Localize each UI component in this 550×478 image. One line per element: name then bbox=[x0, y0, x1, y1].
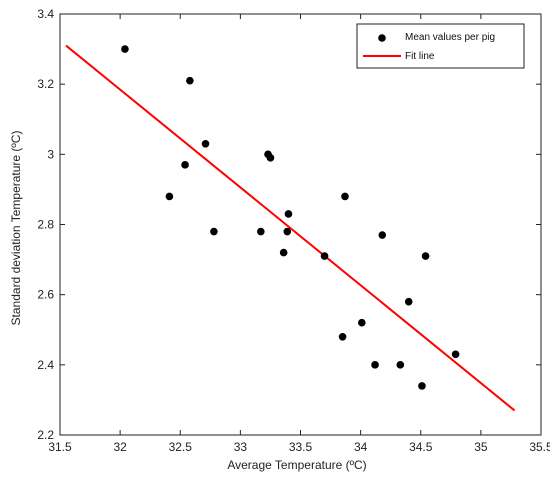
data-point bbox=[257, 227, 265, 236]
data-point bbox=[451, 350, 460, 359]
data-point bbox=[279, 248, 288, 257]
data-point bbox=[320, 252, 329, 260]
x-tick-label: 33 bbox=[234, 440, 248, 454]
legend-marker-points bbox=[378, 34, 386, 42]
x-tick-label: 35 bbox=[474, 440, 488, 454]
y-tick-label: 2.4 bbox=[37, 358, 54, 372]
legend: Mean values per pig Fit line bbox=[356, 23, 525, 69]
x-tick-label: 32 bbox=[113, 440, 127, 454]
x-axis-label: Average Temperature (ºC) bbox=[227, 458, 366, 472]
data-point bbox=[404, 297, 413, 306]
legend-box bbox=[356, 23, 525, 69]
data-point bbox=[181, 161, 189, 169]
data-point bbox=[283, 227, 292, 236]
data-point bbox=[210, 227, 218, 236]
data-point bbox=[201, 140, 210, 148]
data-point bbox=[266, 154, 275, 162]
x-tick-label: 31.5 bbox=[48, 440, 72, 454]
x-tick-label: 33.5 bbox=[289, 440, 313, 454]
data-point bbox=[284, 210, 293, 218]
data-point bbox=[418, 382, 426, 390]
data-point bbox=[121, 45, 129, 53]
data-point bbox=[186, 76, 194, 85]
y-tick-label: 3.4 bbox=[37, 7, 54, 21]
data-point bbox=[165, 192, 174, 201]
data-point bbox=[396, 361, 405, 369]
legend-label: Mean values per pig bbox=[405, 32, 495, 43]
y-tick-label: 2.8 bbox=[37, 218, 54, 232]
y-tick-label: 2.6 bbox=[37, 288, 54, 302]
legend-label: Fit line bbox=[405, 51, 435, 62]
data-point bbox=[371, 361, 379, 369]
x-tick-label: 35.5 bbox=[529, 440, 550, 454]
fit-line bbox=[65, 44, 516, 412]
y-tick-label: 3 bbox=[47, 147, 54, 161]
data-point bbox=[378, 231, 387, 239]
axes: 31.5 32 32.5 33 33.5 34 34.5 35 35.5 2.2 2.4 2.6 2.8… bbox=[37, 7, 550, 454]
x-tick-label: 32.5 bbox=[169, 440, 193, 454]
x-tick-label: 34.5 bbox=[409, 440, 433, 454]
data-point bbox=[358, 318, 366, 327]
plot-area bbox=[65, 44, 516, 412]
y-tick-label: 2.2 bbox=[37, 428, 54, 442]
data-point bbox=[341, 192, 349, 201]
data-point bbox=[421, 252, 430, 260]
y-axis-label: Standard deviation Temperature (ºC) bbox=[9, 131, 23, 326]
x-tick-label: 34 bbox=[354, 440, 368, 454]
data-point bbox=[338, 332, 347, 341]
y-tick-label: 3.2 bbox=[37, 77, 54, 91]
